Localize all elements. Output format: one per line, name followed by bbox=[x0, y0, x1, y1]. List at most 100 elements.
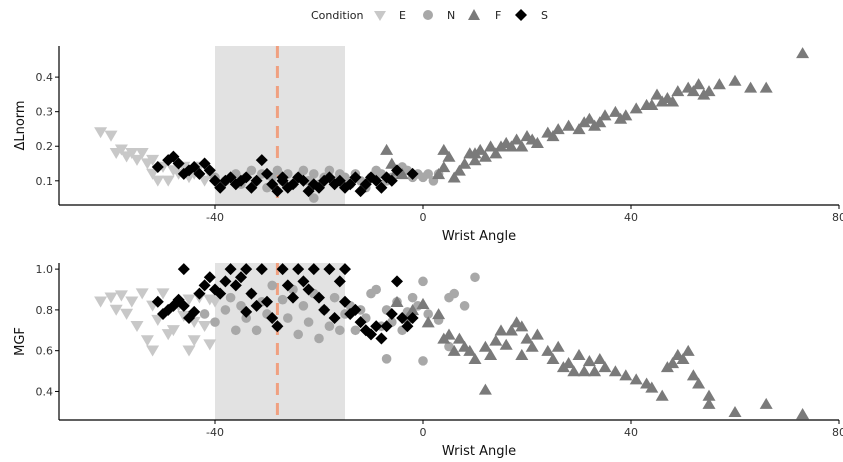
data-point-f bbox=[546, 352, 560, 365]
data-point-f bbox=[629, 373, 643, 385]
data-point-s bbox=[255, 154, 268, 167]
legend-marker-f bbox=[468, 9, 480, 20]
data-point-f bbox=[380, 143, 394, 155]
data-point-n bbox=[423, 309, 434, 319]
data-point-s bbox=[391, 275, 403, 288]
data-point-n bbox=[470, 272, 480, 283]
data-point-f bbox=[598, 361, 612, 373]
data-point-s bbox=[406, 312, 419, 325]
data-point-f bbox=[437, 143, 451, 155]
data-point-f bbox=[692, 377, 706, 389]
data-point-f bbox=[385, 157, 399, 169]
data-point-n bbox=[241, 313, 251, 323]
data-point-s bbox=[339, 263, 351, 276]
y-tick-label: 0.4 bbox=[36, 385, 54, 398]
data-point-f bbox=[390, 295, 404, 307]
data-point-f bbox=[577, 365, 591, 377]
data-point-n bbox=[225, 292, 236, 303]
data-point-s bbox=[323, 171, 336, 184]
data-point-s bbox=[406, 167, 419, 180]
data-point-n bbox=[444, 341, 454, 352]
data-point-n bbox=[272, 165, 283, 176]
data-point-s bbox=[266, 312, 279, 325]
data-point-e bbox=[203, 339, 217, 351]
data-point-e bbox=[114, 290, 128, 302]
data-point-s bbox=[255, 263, 268, 276]
data-point-s bbox=[240, 171, 253, 184]
legend-marker-n bbox=[423, 10, 433, 20]
data-point-e bbox=[94, 296, 108, 308]
data-point-n bbox=[309, 169, 319, 179]
data-point-n bbox=[418, 276, 428, 287]
data-point-f bbox=[650, 88, 664, 100]
data-point-f bbox=[489, 334, 503, 346]
data-point-f bbox=[437, 161, 451, 173]
x-axis-title: Wrist Angle bbox=[442, 229, 516, 244]
data-point-f bbox=[520, 332, 534, 344]
data-point-e bbox=[146, 168, 160, 180]
data-point-f bbox=[666, 95, 680, 107]
data-point-s bbox=[151, 160, 164, 173]
y-tick-label: 0.2 bbox=[36, 140, 54, 153]
data-point-s bbox=[323, 263, 336, 276]
data-point-n bbox=[210, 317, 220, 327]
legend-label-n: N bbox=[447, 9, 455, 22]
data-point-s bbox=[177, 263, 190, 276]
data-point-s bbox=[271, 320, 284, 333]
data-point-f bbox=[572, 123, 586, 135]
data-point-f bbox=[629, 102, 643, 114]
y-tick-label: 1.0 bbox=[36, 263, 54, 276]
legend-marker-s bbox=[515, 9, 527, 21]
y-tick-label: 0.3 bbox=[36, 106, 54, 119]
data-point-s bbox=[396, 312, 409, 325]
data-point-n bbox=[381, 354, 392, 364]
data-point-f bbox=[484, 140, 498, 152]
data-point-s bbox=[167, 150, 180, 163]
data-point-f bbox=[551, 123, 565, 135]
data-point-n bbox=[293, 329, 304, 340]
data-point-s bbox=[328, 312, 341, 325]
data-point-n bbox=[371, 284, 382, 295]
data-point-f bbox=[686, 85, 700, 97]
data-point-s bbox=[292, 263, 305, 276]
data-point-s bbox=[172, 157, 185, 170]
legend-label-f: F bbox=[495, 9, 501, 22]
data-point-s bbox=[235, 271, 247, 284]
data-point-s bbox=[375, 181, 388, 194]
data-point-n bbox=[303, 317, 314, 327]
data-point-s bbox=[401, 320, 414, 333]
data-point-n bbox=[277, 294, 288, 305]
data-point-s bbox=[281, 279, 294, 292]
data-point-f bbox=[468, 154, 482, 166]
data-point-f bbox=[432, 308, 446, 320]
data-point-e bbox=[125, 147, 139, 160]
data-point-e bbox=[182, 345, 196, 357]
data-point-f bbox=[478, 150, 492, 162]
data-point-f bbox=[582, 112, 596, 124]
x-tick-label: 40 bbox=[624, 211, 638, 224]
data-point-f bbox=[645, 381, 659, 393]
data-point-e bbox=[166, 325, 180, 337]
data-point-s bbox=[188, 160, 201, 173]
data-point-f bbox=[432, 168, 446, 180]
data-point-f bbox=[692, 78, 706, 90]
data-point-f bbox=[572, 348, 586, 360]
data-point-f bbox=[796, 408, 810, 420]
data-point-s bbox=[302, 185, 315, 198]
data-point-n bbox=[199, 309, 210, 319]
data-point-f bbox=[593, 352, 607, 365]
data-point-s bbox=[333, 174, 346, 187]
legend-marker-e bbox=[374, 11, 386, 21]
data-point-n bbox=[246, 165, 257, 176]
data-point-f bbox=[515, 348, 529, 360]
data-point-s bbox=[313, 181, 325, 194]
data-point-s bbox=[177, 299, 190, 312]
data-point-s bbox=[219, 275, 232, 288]
data-point-s bbox=[229, 279, 242, 292]
data-point-f bbox=[504, 140, 518, 152]
data-point-e bbox=[182, 294, 196, 306]
data-point-f bbox=[728, 74, 742, 86]
data-point-f bbox=[551, 340, 565, 352]
data-point-n bbox=[309, 193, 319, 203]
